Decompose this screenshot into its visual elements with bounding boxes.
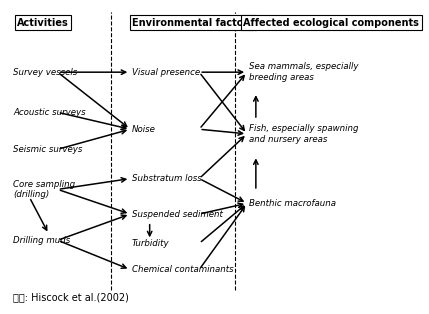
Text: Acoustic surveys: Acoustic surveys: [13, 108, 86, 117]
Text: Benthic macrofauna: Benthic macrofauna: [249, 199, 336, 208]
Text: Drilling muds: Drilling muds: [13, 236, 71, 245]
Text: Fish, especially spawning
and nursery areas: Fish, especially spawning and nursery ar…: [249, 124, 358, 143]
Text: Sea mammals, especially
breeding areas: Sea mammals, especially breeding areas: [249, 62, 358, 82]
Text: Suspended sediment: Suspended sediment: [132, 209, 223, 219]
Text: Substratum loss: Substratum loss: [132, 174, 202, 183]
Text: Survey vessels: Survey vessels: [13, 68, 78, 77]
Text: Affected ecological components: Affected ecological components: [244, 18, 419, 28]
Text: Core sampling
(drilling): Core sampling (drilling): [13, 180, 76, 199]
Text: Visual presence: Visual presence: [132, 68, 200, 77]
Text: Turbidity: Turbidity: [132, 239, 169, 248]
Text: Noise: Noise: [132, 125, 156, 134]
Text: 자료: Hiscock et al.(2002): 자료: Hiscock et al.(2002): [13, 292, 129, 302]
Text: Environmental factors: Environmental factors: [132, 18, 254, 28]
Text: Chemical contaminants: Chemical contaminants: [132, 265, 234, 274]
Text: Activities: Activities: [17, 18, 69, 28]
Text: Seismic surveys: Seismic surveys: [13, 145, 83, 154]
